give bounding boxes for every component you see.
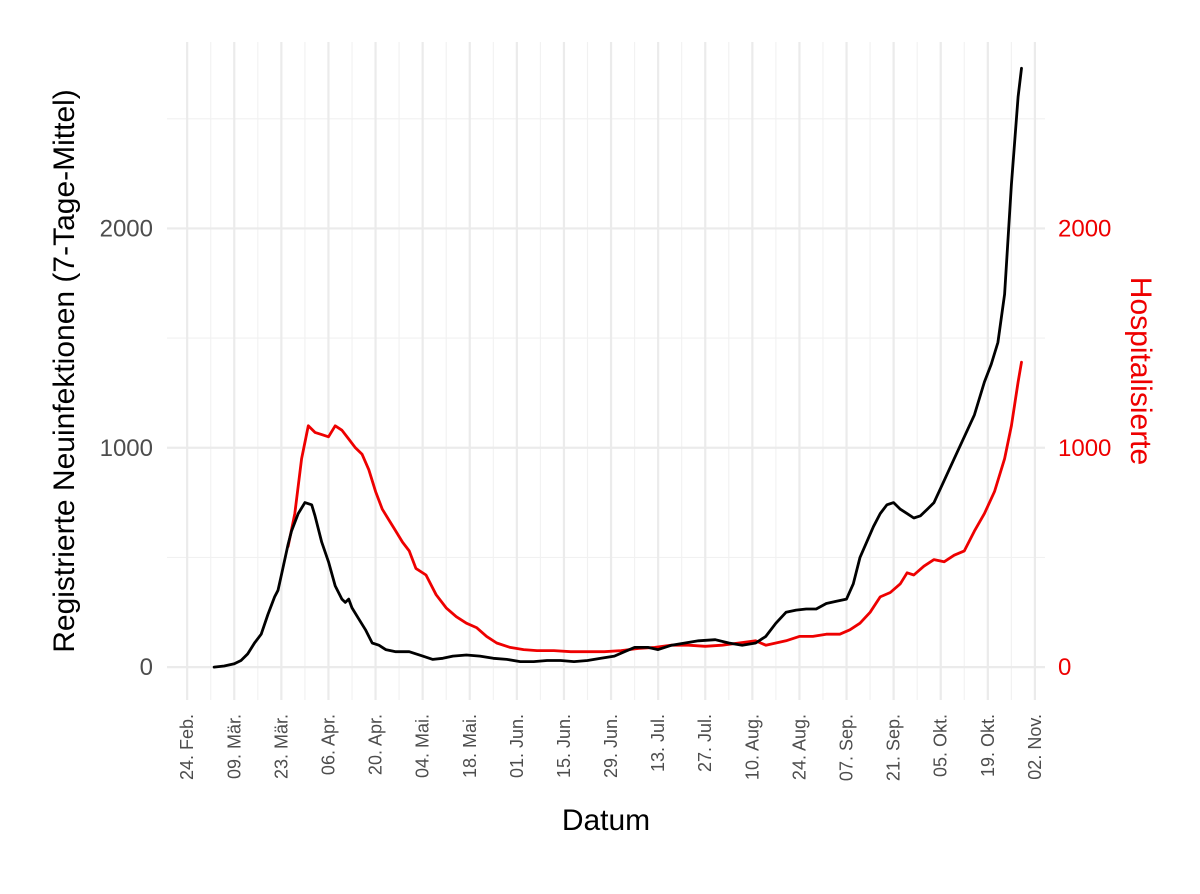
series-layer	[212, 66, 1023, 669]
x-tick-label: 04. Mai.	[413, 714, 433, 778]
x-tick-label: 15. Jun.	[554, 714, 574, 778]
y-tick-label: 1000	[100, 435, 153, 462]
x-axis-title: Datum	[562, 804, 650, 837]
y2-tick-label: 2000	[1058, 215, 1111, 242]
y-axis-right-title: Hospitalisierte	[1124, 277, 1157, 465]
x-tick-label: 06. Apr.	[318, 714, 338, 775]
x-tick-label: 24. Aug.	[789, 714, 809, 780]
y-tick-label: 0	[140, 654, 153, 681]
y2-tick-label: 1000	[1058, 435, 1111, 462]
x-tick-label: 19. Okt.	[978, 714, 998, 777]
x-tick-label: 05. Okt.	[931, 714, 951, 777]
plot-grid	[167, 42, 1045, 700]
y-axis-left-title: Registrierte Neuinfektionen (7-Tage-Mitt…	[48, 89, 81, 653]
x-tick-label: 10. Aug.	[742, 714, 762, 780]
x-tick-label: 27. Jul.	[695, 714, 715, 772]
x-axis-ticks: 24. Feb. 09. Mär. 23. Mär. 06. Apr. 20. Apr.…	[177, 714, 1045, 781]
x-tick-label: 01. Jun.	[507, 714, 527, 778]
y2-tick-label: 0	[1058, 654, 1071, 681]
x-tick-label: 13. Jul.	[648, 714, 668, 772]
y-axis-right-ticks: 0 1000 2000	[1058, 215, 1111, 681]
x-tick-label: 20. Apr.	[366, 714, 386, 775]
x-tick-label: 21. Sep.	[884, 714, 904, 781]
x-tick-label: 02. Nov.	[1025, 714, 1045, 780]
series-line-neuinfektionen	[212, 66, 1023, 669]
y-axis-left-ticks: 0 1000 2000	[100, 215, 153, 681]
x-tick-label: 07. Sep.	[837, 714, 857, 781]
x-tick-label: 09. Mär.	[224, 714, 244, 779]
x-tick-label: 18. Mai.	[460, 714, 480, 778]
y-tick-label: 2000	[100, 215, 153, 242]
x-tick-label: 24. Feb.	[177, 714, 197, 780]
series-line-hospitalisierte	[286, 360, 1023, 654]
x-tick-label: 29. Jun.	[601, 714, 621, 778]
x-tick-label: 23. Mär.	[271, 714, 291, 779]
